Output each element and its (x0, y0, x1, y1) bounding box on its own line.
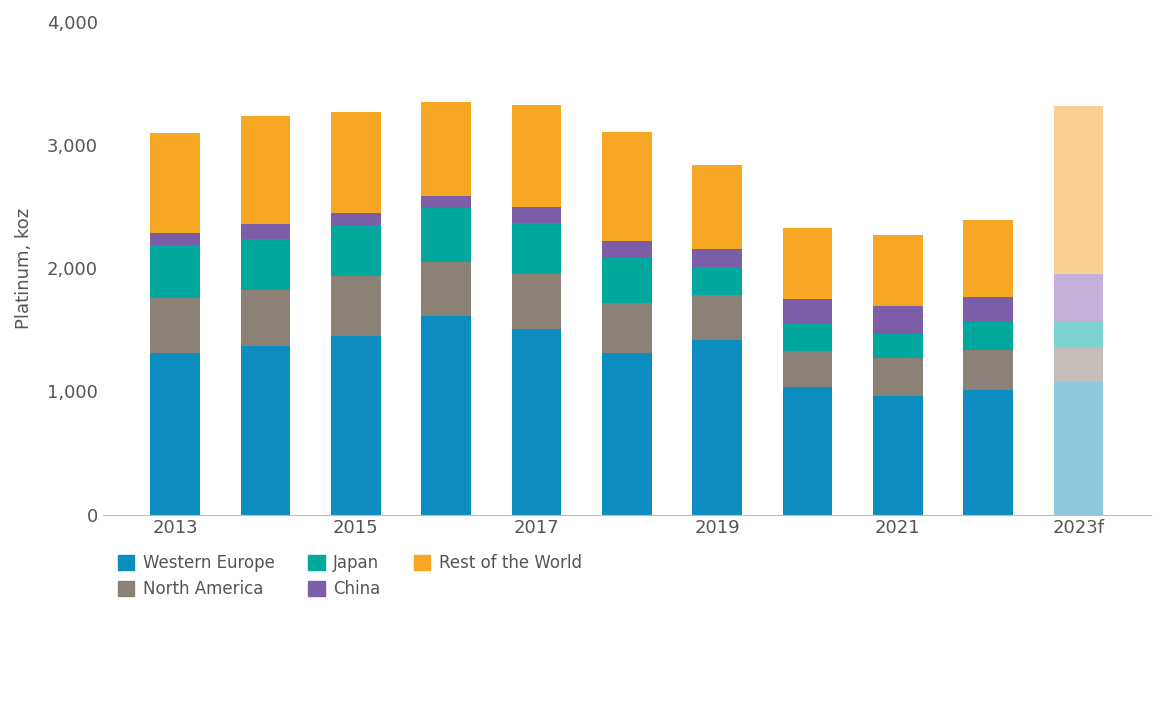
Bar (240, 291, 290, 346)
Bar (782, 386, 833, 515)
Bar (512, 274, 561, 329)
Bar (331, 336, 381, 515)
Bar (331, 213, 381, 225)
Bar (782, 324, 833, 351)
Bar (421, 208, 471, 262)
Bar (602, 257, 652, 303)
Bar (963, 350, 1013, 390)
Bar (782, 299, 833, 324)
Legend: Western Europe, North America, Japan, China, Rest of the World: Western Europe, North America, Japan, Ch… (111, 547, 588, 605)
Bar (240, 224, 290, 239)
Bar (602, 131, 652, 241)
Bar (873, 358, 922, 396)
Bar (421, 317, 471, 515)
Bar (512, 329, 561, 515)
Bar (240, 346, 290, 515)
Bar (873, 235, 922, 307)
Bar (1054, 321, 1103, 348)
Bar (963, 297, 1013, 322)
Bar (421, 262, 471, 317)
Bar (782, 228, 833, 299)
Bar (331, 225, 381, 276)
Bar (150, 233, 201, 245)
Bar (602, 353, 652, 515)
Bar (150, 133, 201, 233)
Bar (693, 248, 742, 267)
Bar (150, 353, 201, 515)
Y-axis label: Platinum, koz: Platinum, koz (15, 208, 33, 329)
Bar (602, 303, 652, 353)
Bar (1054, 274, 1103, 321)
Bar (693, 267, 742, 295)
Bar (421, 102, 471, 195)
Bar (512, 105, 561, 207)
Bar (331, 112, 381, 213)
Bar (693, 295, 742, 340)
Bar (1054, 348, 1103, 381)
Bar (873, 307, 922, 334)
Bar (873, 396, 922, 515)
Bar (512, 223, 561, 274)
Bar (693, 340, 742, 515)
Bar (693, 165, 742, 248)
Bar (240, 116, 290, 224)
Bar (963, 220, 1013, 297)
Bar (782, 351, 833, 386)
Bar (331, 276, 381, 336)
Bar (963, 390, 1013, 515)
Bar (240, 239, 290, 291)
Bar (512, 207, 561, 223)
Bar (150, 245, 201, 298)
Bar (1054, 381, 1103, 515)
Bar (150, 298, 201, 353)
Bar (873, 334, 922, 358)
Bar (602, 241, 652, 257)
Bar (1054, 106, 1103, 274)
Bar (963, 322, 1013, 350)
Bar (421, 195, 471, 208)
